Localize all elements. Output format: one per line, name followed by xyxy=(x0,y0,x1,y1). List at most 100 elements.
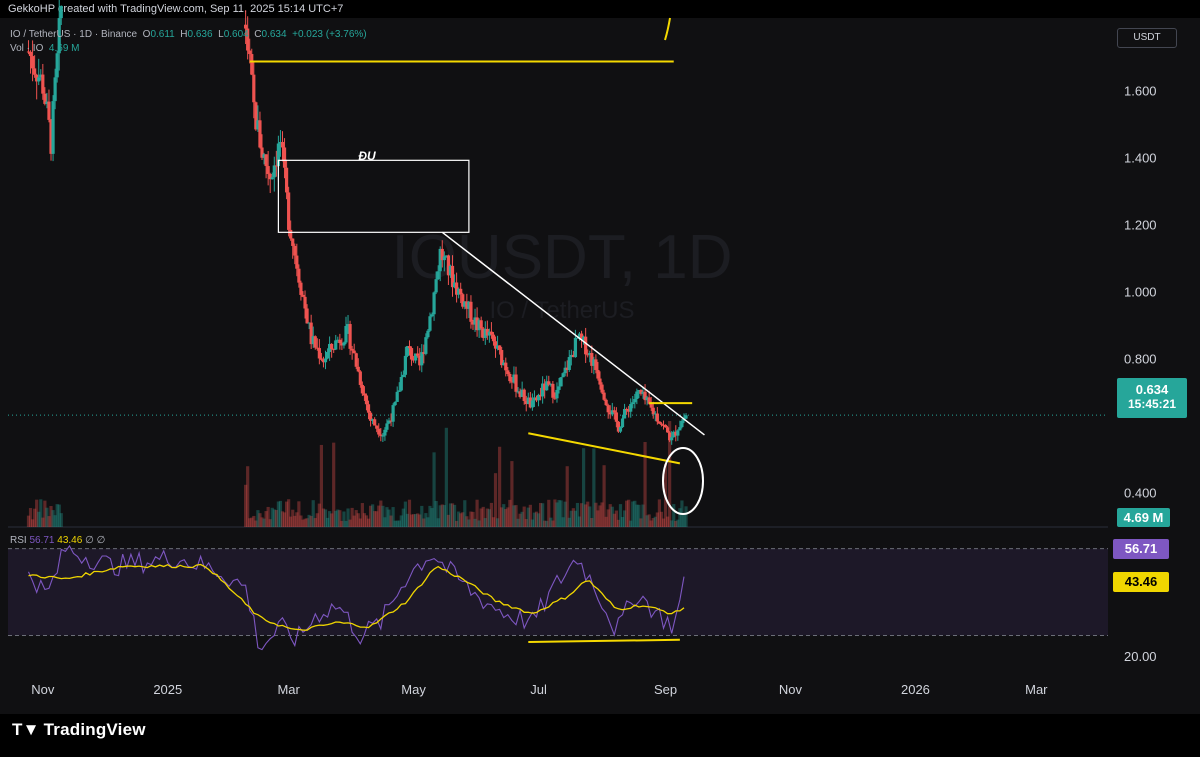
volume-bar xyxy=(481,506,485,527)
volume-bar xyxy=(641,504,645,527)
volume-bar xyxy=(59,513,63,527)
volume-bar xyxy=(520,511,524,527)
volume-bar xyxy=(567,517,571,527)
volume-bar xyxy=(340,520,344,527)
volume-bar xyxy=(295,512,299,527)
candle-body xyxy=(545,381,549,391)
candle-body xyxy=(665,427,670,433)
candle-body xyxy=(289,229,293,239)
candle-body xyxy=(321,359,326,363)
volume-bar xyxy=(278,500,283,527)
candle-body xyxy=(655,413,659,422)
volume-bar xyxy=(631,501,635,527)
price-tick-label: 0.800 xyxy=(1124,352,1157,367)
candle-body xyxy=(276,143,280,167)
candle-body xyxy=(293,245,297,256)
candle-body xyxy=(254,102,258,130)
volume-bar xyxy=(301,519,305,527)
volume-bar xyxy=(455,520,459,527)
volume-bar xyxy=(315,513,319,527)
volume-bar xyxy=(606,509,610,527)
candle-body xyxy=(485,328,489,336)
volume-bar xyxy=(450,503,455,527)
candle-body xyxy=(262,154,266,158)
tradingview-logo[interactable]: T▼ TradingView xyxy=(12,720,146,740)
candle-body xyxy=(641,391,645,394)
candle-body xyxy=(618,427,623,432)
volume-bar xyxy=(364,515,369,527)
volume-bar xyxy=(289,516,293,527)
legend: IO / TetherUS · 1D · Binance O0.611 H0.6… xyxy=(10,28,367,56)
candle-body xyxy=(416,353,420,356)
candle-body xyxy=(360,384,364,394)
rsi-tag: 56.71 xyxy=(1113,539,1169,559)
rsi-ma-tag: 43.46 xyxy=(1113,572,1169,592)
volume-bar xyxy=(639,518,643,527)
candle-body xyxy=(600,384,604,393)
volume-bar xyxy=(594,502,598,527)
volume-bar xyxy=(293,515,297,527)
candle-body xyxy=(328,343,332,353)
candle-body xyxy=(516,391,520,393)
volume-bar xyxy=(459,513,463,527)
volume-bar xyxy=(411,514,416,527)
volume-bar xyxy=(487,509,491,527)
volume-bar xyxy=(51,510,55,527)
currency-selector[interactable]: USDT xyxy=(1117,28,1177,48)
volume-bar xyxy=(428,505,432,527)
candle-body xyxy=(315,347,319,349)
volume-bar xyxy=(498,446,502,527)
volume-bar xyxy=(676,519,680,527)
volume-bar xyxy=(637,504,641,527)
candle-body xyxy=(268,173,272,180)
volume-bar xyxy=(397,520,401,527)
candle-body xyxy=(518,391,522,397)
candle-body xyxy=(43,93,47,104)
volume-bar xyxy=(403,501,407,527)
volume-bar xyxy=(434,500,438,527)
volume-bar xyxy=(287,499,291,527)
candle-body xyxy=(397,390,401,392)
volume-bar xyxy=(483,518,487,527)
candle-body xyxy=(541,383,545,397)
candle-body xyxy=(592,359,596,366)
volume-bar xyxy=(418,514,422,527)
volume-bar xyxy=(559,500,563,527)
volume-bar xyxy=(500,507,504,527)
volume-bar xyxy=(569,510,573,527)
candle-body xyxy=(469,301,473,322)
candle-body xyxy=(536,394,541,401)
candle-body xyxy=(604,399,608,406)
volume-bar xyxy=(551,520,555,527)
candle-body xyxy=(330,343,334,350)
volume-bar xyxy=(573,510,578,527)
volume-bar xyxy=(248,518,252,527)
volume-bar xyxy=(309,515,313,527)
volume-bar xyxy=(479,508,483,527)
volume-bar xyxy=(565,466,569,527)
volume-bar xyxy=(387,509,391,527)
volume-bar xyxy=(264,511,268,527)
candle-body xyxy=(338,339,342,344)
volume-bar xyxy=(28,508,33,527)
volume-bar xyxy=(393,520,397,527)
volume-bar xyxy=(371,504,375,527)
candle-body xyxy=(616,421,621,432)
volume-bar xyxy=(491,517,496,527)
candle-body xyxy=(645,397,649,401)
chart-svg[interactable]: IOUSDT, 1D IO / TetherUS 1.6001.4001.200… xyxy=(0,0,1200,714)
candle-body xyxy=(266,166,270,174)
price-tag-price: 0.634 xyxy=(1135,382,1169,397)
candle-body xyxy=(30,56,35,69)
volume-bar xyxy=(356,513,360,527)
candle-body xyxy=(414,353,418,361)
volume-bar xyxy=(659,511,664,527)
chart-area[interactable] xyxy=(0,18,1200,714)
volume-bar xyxy=(461,512,465,527)
candle-body xyxy=(663,424,668,428)
candle-body xyxy=(657,421,661,424)
candle-body xyxy=(280,141,285,148)
candle-body xyxy=(498,345,502,351)
candle-body xyxy=(608,412,612,415)
candle-body xyxy=(45,101,49,104)
